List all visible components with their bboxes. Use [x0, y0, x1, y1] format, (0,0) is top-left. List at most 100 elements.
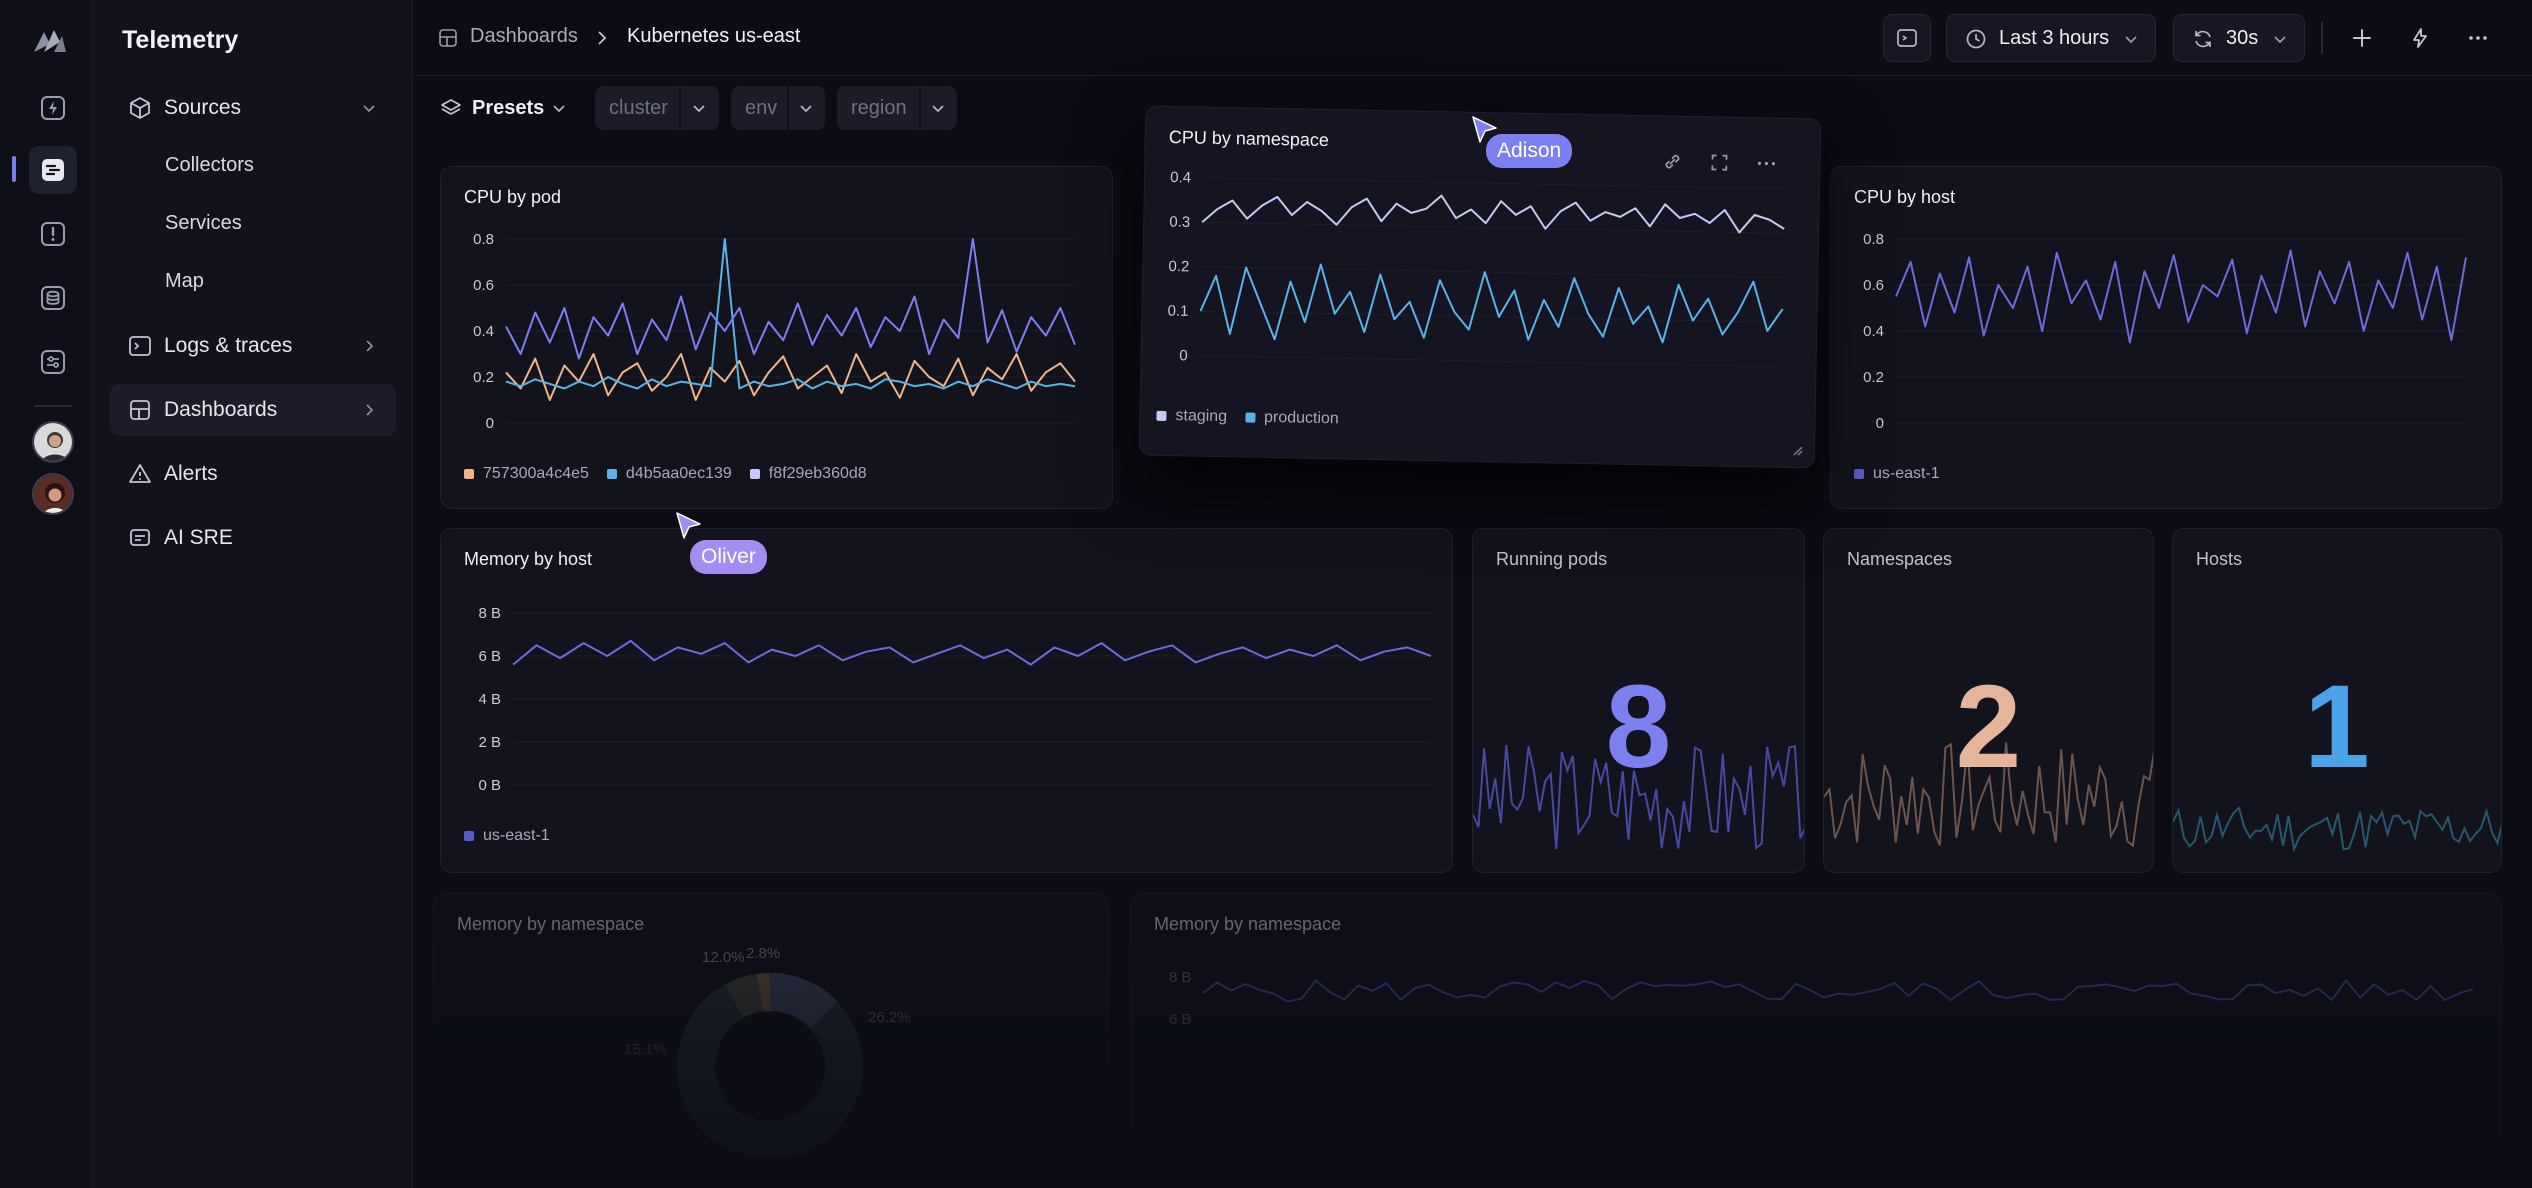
axis-tick: 0.2: [1168, 258, 1189, 275]
chevron-right-icon: [598, 31, 607, 45]
legend-swatch: [1854, 469, 1864, 479]
sidebar-item-map[interactable]: Map: [165, 270, 204, 292]
legend-item[interactable]: staging: [1156, 407, 1227, 426]
panel-toggle-button[interactable]: [1883, 14, 1931, 62]
panel-hosts[interactable]: Hosts 1: [2172, 528, 2502, 873]
legend-item[interactable]: d4b5aa0ec139: [606, 465, 732, 483]
env-filter[interactable]: env: [731, 86, 825, 130]
region-filter-label: region: [851, 96, 907, 119]
plus-icon[interactable]: [2350, 26, 2374, 50]
legend-label: f8f29eb360d8: [768, 465, 867, 482]
sliders-icon[interactable]: [29, 338, 77, 386]
series-line: [1201, 194, 1785, 234]
axis-tick: 0 B: [478, 777, 501, 794]
axis-tick: 6 B: [478, 648, 501, 665]
legend-item[interactable]: production: [1244, 409, 1339, 429]
axis-tick: 0.3: [1169, 214, 1190, 231]
time-range-select[interactable]: Last 3 hours: [1946, 14, 2156, 62]
axis-tick: 0: [1179, 347, 1188, 364]
series-line: [505, 238, 1076, 390]
legend-swatch: [464, 469, 474, 479]
chart-legend: us-east-1: [464, 827, 550, 845]
axis-tick: 8 B: [478, 605, 501, 622]
legend-swatch: [1156, 410, 1167, 422]
stat-value: 8: [1605, 661, 1672, 793]
presets-button[interactable]: Presets: [472, 97, 545, 119]
cube-icon: [130, 97, 150, 119]
axis-tick: 4 B: [478, 691, 501, 708]
series-line: [512, 639, 1432, 666]
chevron-right-icon: [366, 404, 374, 416]
legend-swatch: [606, 469, 617, 479]
chevron-down-icon: [800, 105, 812, 113]
panel-cpu-by-namespace[interactable]: CPU by namespace 0.4 0.3 0.2 0.1 0 staging p…: [1138, 105, 1822, 469]
legend-item[interactable]: f8f29eb360d8: [749, 465, 867, 483]
expand-icon[interactable]: [1708, 151, 1730, 173]
sidebar-item-label: Logs & traces: [164, 334, 293, 357]
sidebar-item-logs-traces[interactable]: Logs & traces: [110, 320, 396, 372]
cluster-filter[interactable]: cluster: [595, 86, 719, 130]
axis-tick: 6 B: [1169, 1011, 1192, 1028]
series-line: [505, 353, 1076, 401]
sidebar-item-alerts[interactable]: Alerts: [110, 448, 396, 500]
resize-handle-icon[interactable]: [1790, 443, 1804, 457]
cluster-filter-label: cluster: [609, 96, 668, 119]
legend-swatch: [749, 469, 760, 479]
logs-icon[interactable]: [29, 146, 77, 194]
avatar[interactable]: [32, 473, 74, 515]
active-marker: [12, 156, 16, 182]
refresh-interval-select[interactable]: 30s: [2173, 14, 2305, 62]
more-icon[interactable]: [1755, 152, 1777, 174]
panel-memory-by-host[interactable]: Memory by host 8 B 6 B 4 B 2 B 0 B us-east-1: [440, 528, 1453, 873]
legend-item[interactable]: us-east-1: [1854, 465, 1940, 483]
panel-memory-by-namespace-pie[interactable]: Memory by namespace 12.0% 2.8% 26.2% 15.…: [433, 893, 1109, 1188]
running-pods-sparkline: [1473, 745, 1804, 850]
panel-namespaces[interactable]: Namespaces 2: [1823, 528, 2154, 873]
app-title: Telemetry: [122, 26, 239, 54]
legend-label: 757300a4c4e5: [483, 465, 589, 482]
app-logo-icon[interactable]: [32, 26, 68, 54]
sparkline: [1824, 742, 2153, 848]
panel-running-pods[interactable]: Running pods 8: [1472, 528, 1805, 873]
link-icon[interactable]: [1661, 150, 1683, 172]
axis-tick: 0: [1876, 415, 1884, 432]
stat-value: 2: [1955, 661, 2022, 793]
sidebar: Telemetry Sources Collectors Services Ma…: [92, 0, 413, 1188]
panel-memory-by-namespace-line[interactable]: Memory by namespace 8 B 6 B: [1130, 893, 2502, 1188]
axis-tick: 0.2: [473, 369, 494, 386]
namespaces-sparkline: [1824, 742, 2153, 848]
chevron-right-icon: [366, 340, 374, 352]
legend-item[interactable]: 757300a4c4e5: [464, 465, 589, 483]
donut-slice[interactable]: [756, 973, 771, 1012]
series-line: [1199, 263, 1784, 344]
legend-item[interactable]: us-east-1: [464, 827, 550, 845]
breadcrumb-dashboards[interactable]: Dashboards: [470, 25, 578, 47]
region-filter[interactable]: region: [837, 86, 957, 130]
panel-title: Hosts: [2196, 549, 2243, 569]
panel-cpu-by-pod[interactable]: CPU by pod 0.8 0.6 0.4 0.2 0 757300a4c4e5 d4…: [440, 166, 1113, 509]
grid-line: [1201, 266, 1784, 279]
panel-cpu-by-host[interactable]: CPU by host 0.8 0.6 0.4 0.2 0 us-east-1: [1830, 166, 2502, 509]
database-icon[interactable]: [29, 274, 77, 322]
chevron-down-icon: [2125, 36, 2137, 44]
sidebar-item-collectors[interactable]: Collectors: [165, 154, 254, 176]
axis-tick: 0: [486, 415, 494, 432]
rail-divider: [34, 405, 72, 407]
sidebar-item-services[interactable]: Services: [165, 212, 242, 234]
axis-tick: 0.4: [1170, 169, 1191, 186]
lightning-icon[interactable]: [2408, 26, 2432, 50]
chevron-down-icon: [363, 105, 375, 113]
cursor-arrow-icon: [676, 512, 701, 539]
axis-tick: 2 B: [478, 734, 501, 751]
avatar[interactable]: [32, 421, 74, 463]
alert-icon[interactable]: [29, 210, 77, 258]
collaborator-cursor-oliver: Oliver: [674, 510, 767, 574]
chevron-down-icon: [2274, 36, 2286, 44]
lightning-icon[interactable]: [29, 84, 77, 132]
sidebar-item-ai-sre[interactable]: AI SRE: [110, 512, 396, 564]
pill-divider: [787, 86, 789, 130]
more-icon[interactable]: [2466, 26, 2490, 50]
sidebar-item-sources[interactable]: Sources: [110, 82, 396, 134]
pill-divider: [679, 86, 681, 130]
sidebar-item-dashboards[interactable]: Dashboards: [110, 384, 396, 436]
